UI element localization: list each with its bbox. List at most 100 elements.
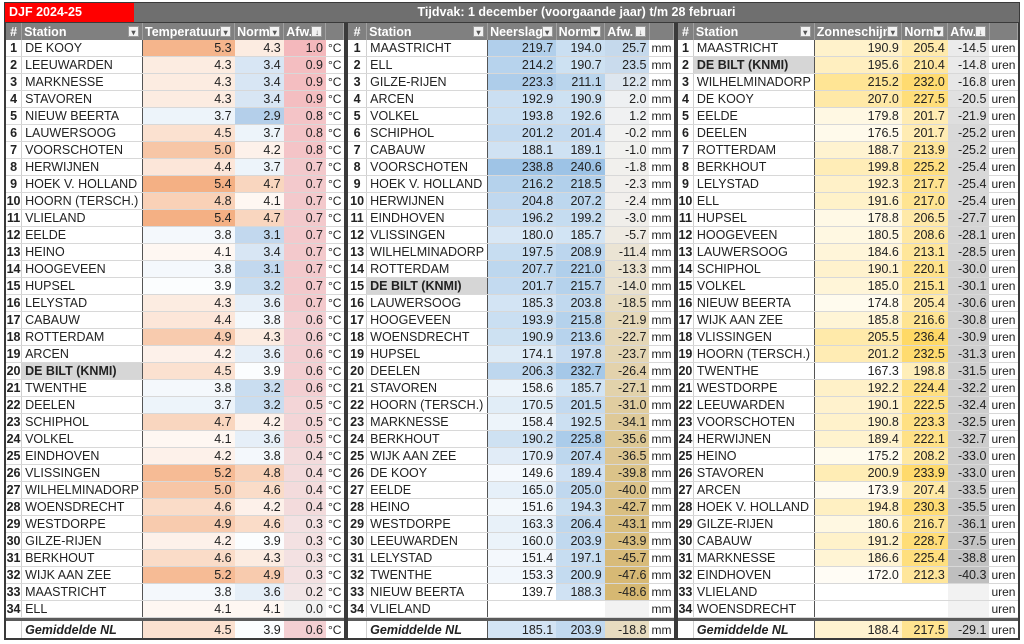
station-name[interactable]: BERKHOUT xyxy=(21,549,143,567)
value-cell[interactable]: 158.6 xyxy=(487,379,557,397)
value-cell[interactable]: 219.7 xyxy=(487,40,557,57)
table-row[interactable]: 8 BERKHOUT 199.8 225.2 -25.4 uren xyxy=(678,158,1018,176)
table-row[interactable]: 1 DE KOOY 5.3 4.3 1.0 °C xyxy=(6,40,344,57)
station-name[interactable]: DE KOOY xyxy=(366,464,489,482)
norm-cell[interactable]: 232.5 xyxy=(901,345,948,363)
norm-cell[interactable]: 3.6 xyxy=(234,345,284,363)
table-row[interactable]: 12 VLISSINGEN 180.0 185.7 -5.7 mm xyxy=(348,226,674,244)
norm-cell[interactable]: 225.4 xyxy=(901,549,948,567)
station-name[interactable]: LELYSTAD xyxy=(366,549,489,567)
afw-cell[interactable]: -48.6 xyxy=(604,583,650,601)
table-row[interactable]: 23 MARKNESSE 158.4 192.5 -34.1 mm xyxy=(348,413,674,431)
value-cell[interactable]: 178.8 xyxy=(814,209,902,227)
dropdown-arrow-icon[interactable]: ▾ xyxy=(220,26,232,37)
norm-cell[interactable]: 4.2 xyxy=(234,141,284,159)
table-row[interactable]: 26 DE KOOY 149.6 189.4 -39.8 mm xyxy=(348,464,674,482)
afw-cell[interactable]: -1.0 xyxy=(604,141,650,159)
table-row[interactable]: 28 HOEK V. HOLLAND 194.8 230.3 -35.5 uren xyxy=(678,498,1018,516)
afw-cell[interactable]: 0.4 xyxy=(283,447,326,465)
norm-cell[interactable]: 3.7 xyxy=(234,158,284,176)
station-name[interactable]: MAASTRICHT xyxy=(693,40,815,57)
station-name[interactable]: LAUWERSOOG xyxy=(366,294,489,312)
afw-cell[interactable]: -32.5 xyxy=(947,413,990,431)
afw-cell[interactable]: 0.9 xyxy=(283,56,326,74)
norm-cell[interactable]: 222.5 xyxy=(901,396,948,414)
value-cell[interactable]: 192.3 xyxy=(814,175,902,193)
afw-cell[interactable]: -32.2 xyxy=(947,379,990,397)
station-name[interactable]: CABAUW xyxy=(366,141,489,159)
value-cell[interactable] xyxy=(814,600,902,618)
norm-cell[interactable]: 3.2 xyxy=(234,277,284,295)
norm-cell[interactable]: 201.5 xyxy=(556,396,605,414)
station-name[interactable]: WESTDORPE xyxy=(21,515,143,533)
station-name[interactable]: WIJK AAN ZEE xyxy=(21,566,143,584)
value-cell[interactable]: 200.9 xyxy=(814,464,902,482)
afw-cell[interactable]: -30.8 xyxy=(947,311,990,329)
norm-cell[interactable]: 3.9 xyxy=(234,362,284,380)
value-cell[interactable]: 223.3 xyxy=(487,73,557,91)
table-row[interactable]: 3 MARKNESSE 4.3 3.4 0.9 °C xyxy=(6,73,344,91)
station-name[interactable]: DEELEN xyxy=(693,124,815,142)
table-row[interactable]: 17 WIJK AAN ZEE 185.8 216.6 -30.8 uren xyxy=(678,311,1018,329)
value-cell[interactable]: 190.9 xyxy=(487,328,557,346)
station-name[interactable]: DE KOOY xyxy=(21,40,143,57)
norm-cell[interactable]: 4.7 xyxy=(234,175,284,193)
norm-cell[interactable]: 3.9 xyxy=(234,532,284,550)
station-name[interactable]: MARKNESSE xyxy=(366,413,489,431)
station-name[interactable]: WOENSDRECHT xyxy=(21,498,143,516)
value-cell[interactable]: 174.1 xyxy=(487,345,557,363)
table-row[interactable]: 33 MAASTRICHT 3.8 3.6 0.2 °C xyxy=(6,583,344,601)
afw-cell[interactable]: -43.9 xyxy=(604,532,650,550)
table-row[interactable]: 20 TWENTHE 167.3 198.8 -31.5 uren xyxy=(678,362,1018,380)
value-cell[interactable]: 214.2 xyxy=(487,56,557,74)
norm-cell[interactable]: 210.4 xyxy=(901,56,948,74)
table-row[interactable]: 2 ELL 214.2 190.7 23.5 mm xyxy=(348,56,674,74)
value-cell[interactable]: 160.0 xyxy=(487,532,557,550)
station-name[interactable]: EELDE xyxy=(366,481,489,499)
norm-cell[interactable]: 207.4 xyxy=(901,481,948,499)
afw-cell[interactable]: -35.5 xyxy=(947,498,990,516)
station-name[interactable]: VOLKEL xyxy=(21,430,143,448)
station-name[interactable]: DE KOOY xyxy=(693,90,815,108)
afw-cell[interactable]: 0.3 xyxy=(283,549,326,567)
afw-cell[interactable]: 0.7 xyxy=(283,294,326,312)
table-row[interactable]: 23 VOORSCHOTEN 190.8 223.3 -32.5 uren xyxy=(678,413,1018,431)
value-cell[interactable]: 153.3 xyxy=(487,566,557,584)
column-header-station[interactable]: Station ▾ xyxy=(693,23,815,40)
column-header-norm[interactable]: Norm ▾ xyxy=(234,23,285,40)
value-cell[interactable]: 4.1 xyxy=(142,600,235,618)
value-cell[interactable]: 185.0 xyxy=(814,277,902,295)
afw-cell[interactable]: -32.7 xyxy=(947,430,990,448)
value-cell[interactable]: 188.7 xyxy=(814,141,902,159)
afw-cell[interactable]: 0.0 xyxy=(283,600,326,618)
table-row[interactable]: 22 DEELEN 3.7 3.2 0.5 °C xyxy=(6,396,344,414)
afw-cell[interactable]: 0.3 xyxy=(283,566,326,584)
norm-cell[interactable]: 218.5 xyxy=(556,175,605,193)
norm-cell[interactable]: 199.2 xyxy=(556,209,605,227)
column-header-station[interactable]: Station ▾ xyxy=(21,23,143,40)
table-row[interactable]: 19 ARCEN 4.2 3.6 0.6 °C xyxy=(6,345,344,363)
station-name[interactable]: VLISSINGEN xyxy=(21,464,143,482)
table-row[interactable]: 34 VLIELAND mm xyxy=(348,600,674,618)
value-cell[interactable]: 195.6 xyxy=(814,56,902,74)
station-name[interactable]: NIEUW BEERTA xyxy=(366,583,489,601)
norm-cell[interactable]: 227.5 xyxy=(901,90,948,108)
station-name[interactable]: NIEUW BEERTA xyxy=(21,107,143,125)
station-name[interactable]: LEEUWARDEN xyxy=(693,396,815,414)
norm-cell[interactable]: 3.4 xyxy=(234,90,284,108)
afw-cell[interactable]: -36.5 xyxy=(604,447,650,465)
table-row[interactable]: 18 ROTTERDAM 4.9 4.3 0.6 °C xyxy=(6,328,344,346)
norm-cell[interactable] xyxy=(901,583,948,601)
afw-cell[interactable] xyxy=(947,600,990,618)
table-row[interactable]: 33 NIEUW BEERTA 139.7 188.3 -48.6 mm xyxy=(348,583,674,601)
value-cell[interactable]: 196.2 xyxy=(487,209,557,227)
station-name[interactable]: EINDHOVEN xyxy=(21,447,143,465)
afw-cell[interactable]: -26.4 xyxy=(604,362,650,380)
station-name[interactable]: EINDHOVEN xyxy=(693,566,815,584)
station-name[interactable]: DE BILT (KNMI) xyxy=(366,277,489,295)
afw-cell[interactable]: 0.6 xyxy=(283,362,326,380)
afw-cell[interactable]: -33.0 xyxy=(947,447,990,465)
value-cell[interactable]: 193.8 xyxy=(487,107,557,125)
norm-cell[interactable]: 232.0 xyxy=(901,73,948,91)
station-name[interactable]: HUPSEL xyxy=(366,345,489,363)
